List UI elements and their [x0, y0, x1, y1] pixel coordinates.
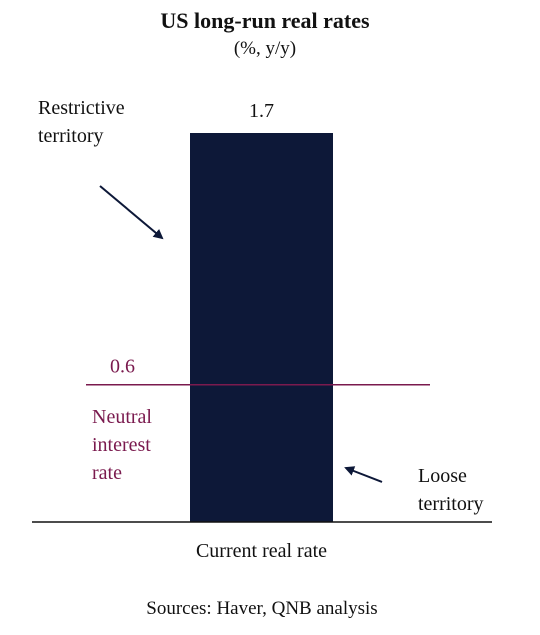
- loose-arrow-icon: [344, 466, 383, 483]
- category-tick-label: Current real rate: [196, 540, 327, 562]
- chart-subtitle: (%, y/y): [234, 38, 296, 59]
- neutral-rate-value-label: 0.6: [110, 356, 135, 378]
- neutral-rate-label-line-2: interest: [92, 434, 151, 456]
- restrictive-annotation-line-2: territory: [38, 125, 104, 147]
- source-note: Sources: Haver, QNB analysis: [146, 598, 377, 619]
- bar-value-label: 1.7: [249, 100, 274, 122]
- neutral-rate-label-line-3: rate: [92, 462, 122, 484]
- bar: [190, 133, 333, 522]
- bar-group: 1.7 Current real rate: [190, 100, 333, 562]
- restrictive-annotation-line-1: Restrictive: [38, 97, 125, 119]
- loose-annotation-line-2: territory: [418, 493, 484, 515]
- chart-title: US long-run real rates: [160, 8, 370, 33]
- neutral-rate-label-line-1: Neutral: [92, 406, 152, 428]
- restrictive-arrow-icon: [99, 185, 164, 240]
- loose-annotation-line-1: Loose: [418, 465, 467, 487]
